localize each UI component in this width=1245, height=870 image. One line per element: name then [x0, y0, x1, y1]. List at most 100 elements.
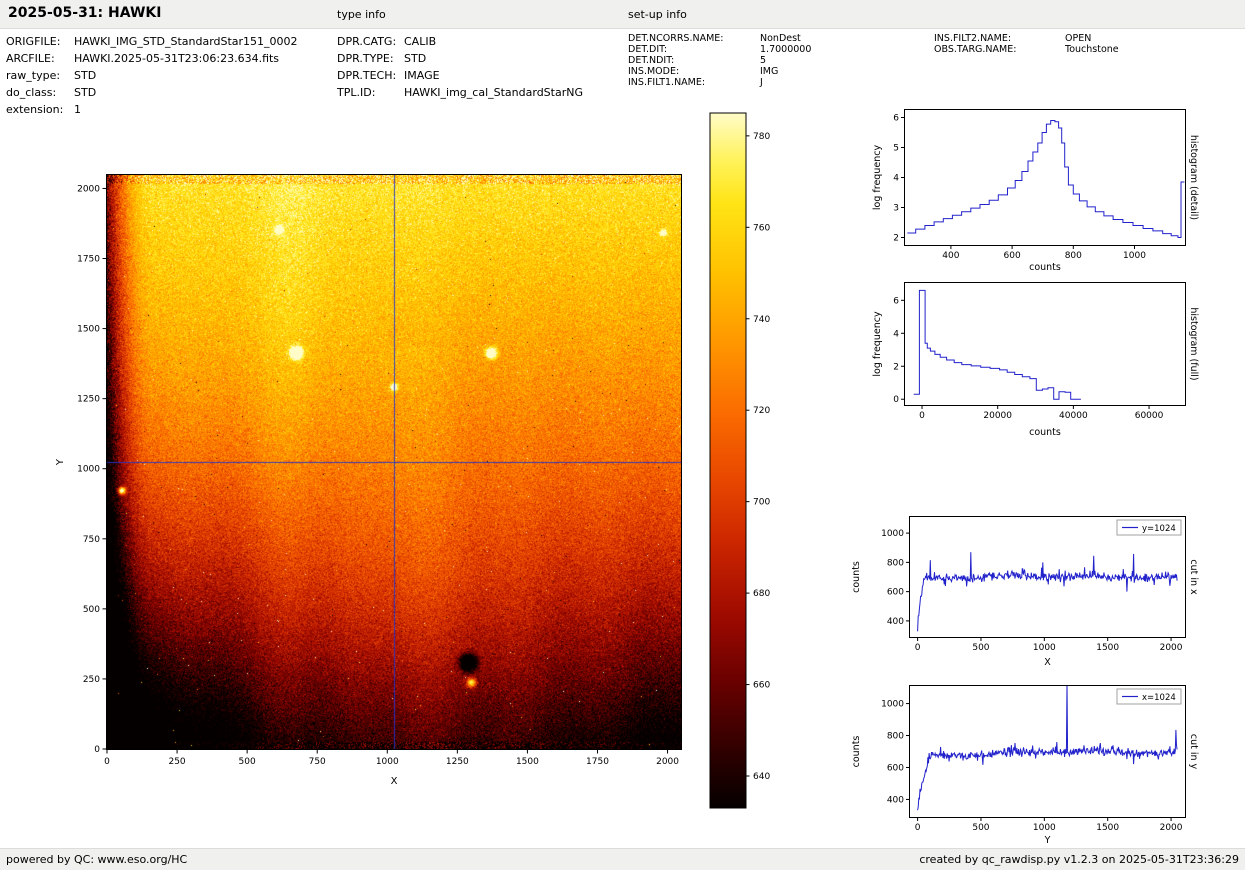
metadata-row: DET.NDIT:5 — [628, 55, 811, 66]
svg-text:250: 250 — [83, 675, 100, 685]
metadata-row: INS.MODE:IMG — [628, 66, 811, 77]
svg-text:histogram (detail): histogram (detail) — [1188, 135, 1199, 220]
metadata-row: DPR.TYPE:STD — [337, 50, 583, 67]
footer-left: powered by QC: www.eso.org/HC — [6, 853, 187, 866]
metadata-label: INS.MODE: — [628, 66, 760, 77]
cut-in-x-chart: 05001000150020004006008001000Xcountscut … — [850, 507, 1235, 677]
svg-text:1000: 1000 — [881, 700, 904, 710]
svg-text:X: X — [1044, 657, 1051, 668]
metadata-value: IMG — [760, 66, 778, 77]
metadata-label: DPR.CATG: — [337, 33, 404, 50]
type-info-heading: type info — [337, 8, 386, 21]
svg-text:600: 600 — [887, 763, 904, 773]
svg-text:660: 660 — [753, 681, 770, 691]
metadata-row: DET.NCORRS.NAME:NonDest — [628, 33, 811, 44]
svg-text:cut in y: cut in y — [1188, 734, 1199, 770]
svg-text:1250: 1250 — [446, 757, 469, 767]
metadata-setup-info-a: DET.NCORRS.NAME:NonDestDET.DIT:1.7000000… — [628, 33, 811, 88]
svg-text:60000: 60000 — [1135, 411, 1164, 421]
metadata-label: TPL.ID: — [337, 84, 404, 101]
metadata-row: INS.FILT1.NAME:J — [628, 77, 811, 88]
svg-text:4: 4 — [893, 329, 899, 339]
cut-in-y-chart: 05001000150020004006008001000Ycountscut … — [850, 676, 1235, 848]
svg-text:2000: 2000 — [77, 184, 100, 194]
svg-text:5: 5 — [893, 144, 899, 154]
svg-text:counts: counts — [851, 736, 862, 768]
svg-text:Y: Y — [55, 458, 66, 466]
svg-text:1000: 1000 — [376, 757, 399, 767]
metadata-row: INS.FILT2.NAME:OPEN — [934, 33, 1119, 44]
metadata-value: Touchstone — [1065, 44, 1119, 55]
svg-text:1000: 1000 — [1033, 643, 1056, 653]
cut-in-x-plot: 05001000150020004006008001000Xcountscut … — [850, 507, 1235, 677]
svg-text:counts: counts — [851, 561, 862, 593]
metadata-value: HAWKI.2025-05-31T23:06:23.634.fits — [74, 50, 279, 67]
svg-text:log frequency: log frequency — [872, 311, 883, 377]
svg-text:400: 400 — [942, 251, 959, 261]
histogram-full-plot: 02000040000600000246countslog frequencyh… — [850, 273, 1235, 449]
svg-text:0: 0 — [94, 745, 100, 755]
svg-text:log frequency: log frequency — [872, 145, 883, 211]
svg-text:counts: counts — [1029, 262, 1061, 273]
metadata-label: DPR.TYPE: — [337, 50, 404, 67]
metadata-value: CALIB — [404, 33, 436, 50]
metadata-label: ORIGFILE: — [6, 33, 74, 50]
metadata-value: HAWKI_IMG_STD_StandardStar151_0002 — [74, 33, 298, 50]
page-title: 2025-05-31: HAWKI — [8, 5, 161, 21]
svg-text:1250: 1250 — [77, 395, 100, 405]
metadata-row: DPR.CATG:CALIB — [337, 33, 583, 50]
svg-text:780: 780 — [753, 132, 770, 142]
metadata-value: STD — [404, 50, 426, 67]
svg-text:6: 6 — [893, 114, 899, 124]
svg-text:640: 640 — [753, 772, 770, 782]
svg-text:Y: Y — [1044, 835, 1051, 846]
svg-text:0: 0 — [915, 823, 921, 833]
svg-text:1500: 1500 — [77, 325, 100, 335]
metadata-value: HAWKI_img_cal_StandardStarNG — [404, 84, 583, 101]
metadata-value: STD — [74, 84, 96, 101]
metadata-row: TPL.ID:HAWKI_img_cal_StandardStarNG — [337, 84, 583, 101]
metadata-label: ARCFILE: — [6, 50, 74, 67]
svg-text:0: 0 — [893, 395, 899, 405]
detector-image-panel: 0250500750100012501500175020000250500750… — [40, 105, 830, 825]
svg-text:X: X — [391, 776, 398, 787]
svg-text:6: 6 — [893, 296, 899, 306]
footer-right: created by qc_rawdisp.py v1.2.3 on 2025-… — [919, 853, 1239, 866]
metadata-row: DPR.TECH:IMAGE — [337, 67, 583, 84]
svg-text:680: 680 — [753, 589, 770, 599]
svg-text:800: 800 — [1065, 251, 1082, 261]
svg-text:500: 500 — [972, 643, 989, 653]
metadata-label: raw_type: — [6, 67, 74, 84]
metadata-label: DET.DIT: — [628, 44, 760, 55]
svg-text:1000: 1000 — [77, 465, 100, 475]
metadata-label: INS.FILT1.NAME: — [628, 77, 760, 88]
svg-text:800: 800 — [887, 732, 904, 742]
svg-text:400: 400 — [887, 617, 904, 627]
svg-text:1500: 1500 — [1096, 823, 1119, 833]
metadata-value: STD — [74, 67, 96, 84]
svg-text:4: 4 — [893, 174, 899, 184]
svg-text:x=1024: x=1024 — [1142, 693, 1176, 703]
histogram-detail-chart: 400600800100023456countslog frequencyhis… — [850, 100, 1235, 282]
metadata-label: do_class: — [6, 84, 74, 101]
cut-in-y-plot: 05001000150020004006008001000Ycountscut … — [850, 676, 1235, 848]
metadata-type-info: DPR.CATG:CALIBDPR.TYPE:STDDPR.TECH:IMAGE… — [337, 33, 583, 101]
svg-text:1000: 1000 — [881, 529, 904, 539]
svg-text:0: 0 — [919, 411, 925, 421]
metadata-setup-info-b: INS.FILT2.NAME:OPENOBS.TARG.NAME:Touchst… — [934, 33, 1119, 55]
svg-text:0: 0 — [104, 757, 110, 767]
metadata-label: DPR.TECH: — [337, 67, 404, 84]
svg-text:750: 750 — [83, 535, 100, 545]
svg-text:40000: 40000 — [1059, 411, 1088, 421]
svg-text:720: 720 — [753, 406, 770, 416]
metadata-row: OBS.TARG.NAME:Touchstone — [934, 44, 1119, 55]
svg-text:2: 2 — [893, 362, 899, 372]
metadata-label: DET.NDIT: — [628, 55, 760, 66]
svg-text:600: 600 — [1004, 251, 1021, 261]
svg-text:700: 700 — [753, 498, 770, 508]
svg-text:2000: 2000 — [1160, 823, 1183, 833]
svg-text:740: 740 — [753, 315, 770, 325]
metadata-value: IMAGE — [404, 67, 440, 84]
svg-text:600: 600 — [887, 588, 904, 598]
metadata-label: OBS.TARG.NAME: — [934, 44, 1065, 55]
